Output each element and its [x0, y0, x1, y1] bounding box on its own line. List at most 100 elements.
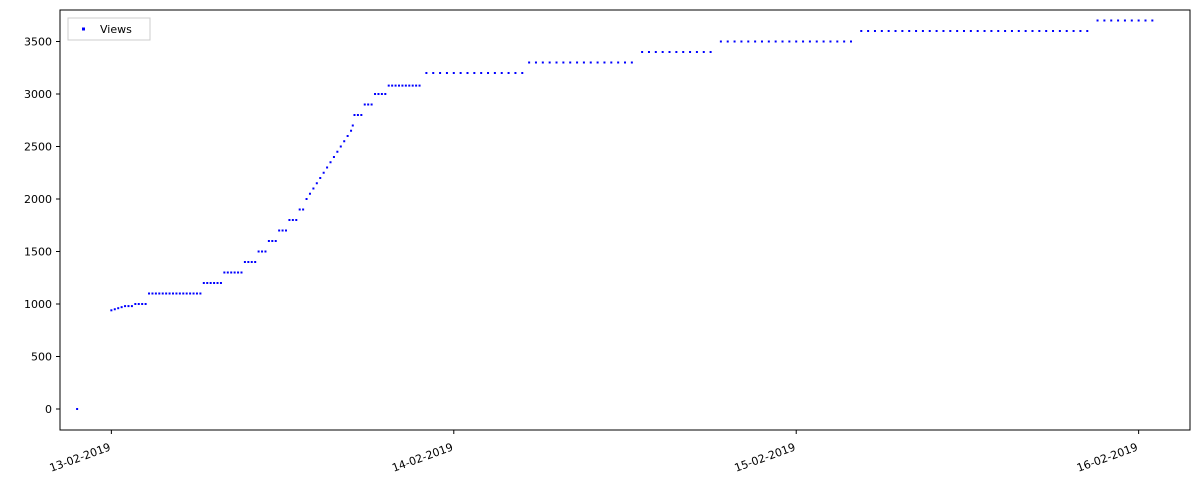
data-point: [802, 41, 804, 43]
data-point: [254, 261, 256, 263]
data-point: [127, 305, 129, 307]
data-point: [323, 172, 325, 174]
data-point: [234, 272, 236, 274]
data-point: [384, 93, 386, 95]
data-point: [514, 72, 516, 74]
data-point: [501, 72, 503, 74]
data-point: [145, 303, 147, 305]
data-point: [720, 41, 722, 43]
data-point: [199, 293, 201, 295]
data-point: [895, 30, 897, 32]
y-tick-label: 500: [31, 351, 52, 364]
data-point: [734, 41, 736, 43]
data-point: [1045, 30, 1047, 32]
data-point: [419, 85, 421, 87]
data-point: [169, 293, 171, 295]
views-scatter-chart: 050010001500200025003000350013-02-201914…: [0, 0, 1200, 500]
data-point: [347, 135, 349, 137]
data-point: [908, 30, 910, 32]
data-point: [203, 282, 205, 284]
y-tick-label: 3500: [24, 36, 52, 49]
data-point: [549, 62, 551, 64]
data-point: [110, 309, 112, 311]
data-point: [761, 41, 763, 43]
data-point: [949, 30, 951, 32]
data-point: [357, 114, 359, 116]
data-point: [182, 293, 184, 295]
data-point: [675, 51, 677, 53]
data-point: [655, 51, 657, 53]
data-point: [1103, 20, 1105, 22]
data-point: [302, 209, 304, 211]
data-point: [1110, 20, 1112, 22]
data-point: [330, 161, 332, 163]
data-point: [412, 85, 414, 87]
data-point: [1138, 20, 1140, 22]
data-point: [196, 293, 198, 295]
y-tick-label: 3000: [24, 88, 52, 101]
data-point: [381, 93, 383, 95]
data-point: [408, 85, 410, 87]
data-point: [1117, 20, 1119, 22]
data-point: [117, 307, 119, 309]
data-point: [391, 85, 393, 87]
data-point: [350, 130, 352, 132]
data-point: [371, 104, 373, 106]
data-point: [631, 62, 633, 64]
data-point: [583, 62, 585, 64]
data-point: [134, 303, 136, 305]
data-point: [206, 282, 208, 284]
data-point: [775, 41, 777, 43]
data-point: [901, 30, 903, 32]
y-tick-label: 2000: [24, 193, 52, 206]
data-point: [415, 85, 417, 87]
data-point: [1059, 30, 1061, 32]
data-point: [494, 72, 496, 74]
data-point: [1018, 30, 1020, 32]
data-point: [562, 62, 564, 64]
data-point: [193, 293, 195, 295]
y-tick-label: 2500: [24, 141, 52, 154]
data-point: [189, 293, 191, 295]
data-point: [1066, 30, 1068, 32]
data-point: [227, 272, 229, 274]
data-point: [353, 114, 355, 116]
data-point: [888, 30, 890, 32]
data-point: [261, 251, 263, 253]
data-point: [312, 188, 314, 190]
data-point: [597, 62, 599, 64]
data-point: [508, 72, 510, 74]
y-tick-label: 0: [45, 403, 52, 416]
data-point: [610, 62, 612, 64]
data-point: [535, 62, 537, 64]
data-point: [569, 62, 571, 64]
data-point: [374, 93, 376, 95]
data-point: [922, 30, 924, 32]
data-point: [829, 41, 831, 43]
data-point: [395, 85, 397, 87]
data-point: [1086, 30, 1088, 32]
data-point: [1052, 30, 1054, 32]
data-point: [210, 282, 212, 284]
data-point: [186, 293, 188, 295]
data-point: [165, 293, 167, 295]
data-point: [432, 72, 434, 74]
data-point: [220, 282, 222, 284]
data-point: [364, 104, 366, 106]
data-point: [306, 198, 308, 200]
data-point: [963, 30, 965, 32]
data-point: [1131, 20, 1133, 22]
data-point: [251, 261, 253, 263]
data-point: [151, 293, 153, 295]
y-tick-label: 1500: [24, 246, 52, 259]
data-point: [340, 146, 342, 148]
data-point: [377, 93, 379, 95]
data-point: [836, 41, 838, 43]
data-point: [990, 30, 992, 32]
data-point: [662, 51, 664, 53]
data-point: [316, 182, 318, 184]
data-point: [121, 306, 123, 308]
data-point: [247, 261, 249, 263]
data-point: [782, 41, 784, 43]
data-point: [984, 30, 986, 32]
